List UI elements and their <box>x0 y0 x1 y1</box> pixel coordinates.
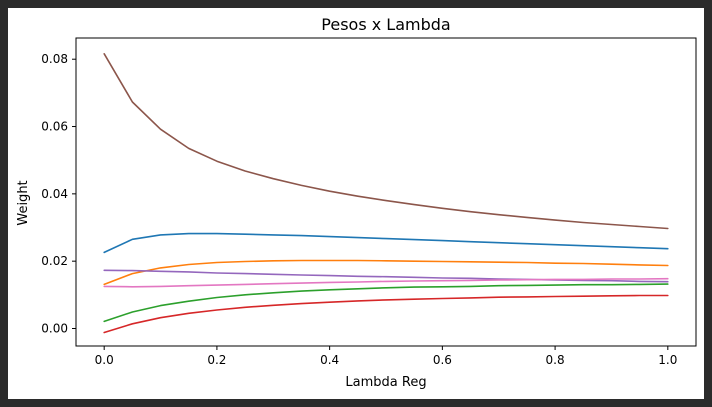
series-line-4 <box>103 294 669 334</box>
chart-title: Pesos x Lambda <box>321 15 450 34</box>
y-tick-label: 0.08 <box>41 52 68 66</box>
y-axis-label: Weight <box>16 180 31 225</box>
x-tick-label: 0.4 <box>320 353 339 367</box>
series-line-2 <box>103 259 669 286</box>
x-tick-label: 1.0 <box>658 353 677 367</box>
line-chart: Pesos x Lambda 0.0 0.2 0.4 0.6 0.8 1.00.000.0… <box>16 15 697 390</box>
series-line-5 <box>103 269 669 283</box>
axes-frame <box>75 37 697 347</box>
y-tick-label: 0.02 <box>41 254 68 268</box>
y-tick-label: 0.00 <box>41 321 68 335</box>
series-line-7 <box>103 277 669 288</box>
series-line-3 <box>103 283 669 323</box>
x-tick-label: 0.8 <box>546 353 565 367</box>
series-line-6 <box>103 52 669 230</box>
y-tick-label: 0.06 <box>41 120 68 134</box>
axes-layer: 0.0 0.2 0.4 0.6 0.8 1.0 0.00 0.02 0.04 0.06 0.08 <box>41 37 697 367</box>
x-tick-label: 0.6 <box>433 353 452 367</box>
series-line-1 <box>103 232 669 254</box>
y-tick-label: 0.04 <box>41 187 68 201</box>
figure-canvas: Pesos x Lambda 0.0 0.2 0.4 0.6 0.8 1.0 0.00 0.0… <box>8 8 704 399</box>
series-layer <box>103 52 669 334</box>
x-axis-label: Lambda Reg <box>345 375 426 390</box>
x-tick-label: 0.0 <box>95 353 114 367</box>
x-tick-label: 0.2 <box>207 353 226 367</box>
